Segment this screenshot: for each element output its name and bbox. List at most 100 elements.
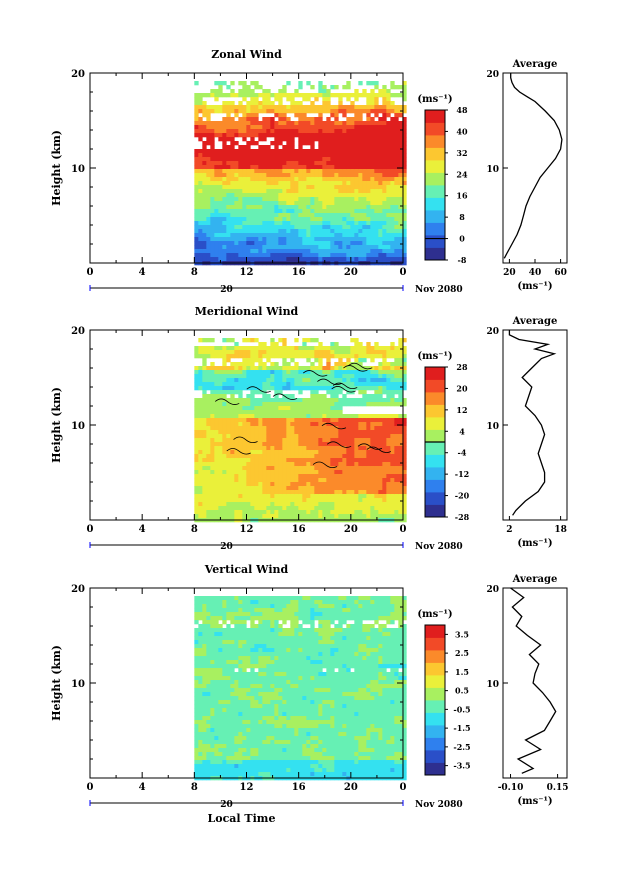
heatmap-cell: [286, 161, 290, 165]
heatmap-cell: [378, 213, 382, 217]
heatmap-cell: [298, 201, 302, 205]
heatmap-cell: [194, 414, 198, 418]
heatmap-cell: [394, 494, 398, 498]
heatmap-cell: [202, 506, 206, 510]
heatmap-cell: [382, 354, 386, 358]
heatmap-cell: [386, 498, 390, 502]
heatmap-cell: [210, 165, 214, 169]
heatmap-cell: [270, 245, 274, 249]
heatmap-cell: [306, 117, 310, 121]
heatmap-cell: [318, 137, 322, 141]
heatmap-cell: [354, 422, 358, 426]
heatmap-cell: [202, 736, 206, 740]
heatmap-cell: [394, 370, 398, 374]
heatmap-cell: [306, 169, 310, 173]
heatmap-cell: [298, 129, 302, 133]
heatmap-cell: [210, 173, 214, 177]
heatmap-cell: [366, 490, 370, 494]
heatmap-cell: [282, 494, 286, 498]
heatmap-cell: [314, 502, 318, 506]
average-y-tick-label: 20: [486, 70, 499, 80]
heatmap-cell: [230, 125, 234, 129]
heatmap-cell: [198, 221, 202, 225]
heatmap-cell: [206, 474, 210, 478]
heatmap-cell: [290, 141, 294, 145]
heatmap-cell: [398, 209, 402, 213]
heatmap-cell: [206, 338, 210, 342]
heatmap-cell: [318, 197, 322, 201]
heatmap-cell: [270, 446, 274, 450]
heatmap-cell: [210, 233, 214, 237]
heatmap-cell: [394, 221, 398, 225]
heatmap-cell: [210, 137, 214, 141]
heatmap-cell: [274, 466, 278, 470]
heatmap-cell: [378, 486, 382, 490]
heatmap-cell: [306, 221, 310, 225]
heatmap-cell: [378, 498, 382, 502]
heatmap-cell: [350, 482, 354, 486]
heatmap-cell: [366, 257, 370, 261]
heatmap-cell: [262, 201, 266, 205]
heatmap-cell: [214, 644, 218, 648]
heatmap-cell: [214, 426, 218, 430]
heatmap-cell: [318, 350, 322, 354]
heatmap-cell: [202, 185, 206, 189]
heatmap-cell: [258, 490, 262, 494]
heatmap-cell: [214, 486, 218, 490]
heatmap-cell: [198, 406, 202, 410]
heatmap-cell: [202, 229, 206, 233]
heatmap-cell: [222, 161, 226, 165]
heatmap-cell: [230, 426, 234, 430]
heatmap-cell: [246, 233, 250, 237]
heatmap-cell: [302, 422, 306, 426]
heatmap-cell: [318, 201, 322, 205]
heatmap-cell: [338, 462, 342, 466]
x-tick-label: 16: [292, 267, 306, 278]
heatmap-cell: [210, 241, 214, 245]
heatmap-cell: [234, 221, 238, 225]
heatmap-cell: [202, 752, 206, 756]
heatmap-cell: [194, 454, 198, 458]
heatmap-cell: [290, 249, 294, 253]
heatmap-cell: [382, 241, 386, 245]
heatmap-cell: [198, 450, 202, 454]
heatmap-cell: [214, 209, 218, 213]
heatmap-cell: [366, 378, 370, 382]
heatmap-cell: [262, 442, 266, 446]
heatmap-cell: [198, 253, 202, 257]
heatmap-cell: [278, 490, 282, 494]
heatmap-cell: [342, 249, 346, 253]
heatmap-cell: [338, 486, 342, 490]
heatmap-cell: [266, 406, 270, 410]
heatmap-cell: [198, 624, 202, 628]
heatmap-cell: [346, 398, 350, 402]
heatmap-cell: [194, 105, 198, 109]
heatmap-cell: [358, 398, 362, 402]
heatmap-cell: [306, 350, 310, 354]
heatmap-cell: [258, 506, 262, 510]
heatmap-cell: [362, 205, 366, 209]
heatmap-cell: [338, 141, 342, 145]
heatmap-cell: [366, 418, 370, 422]
heatmap-cell: [386, 89, 390, 93]
heatmap-cell: [270, 386, 274, 390]
heatmap-cell: [274, 133, 278, 137]
heatmap-cell: [218, 185, 222, 189]
heatmap-cell: [246, 338, 250, 342]
heatmap-cell: [334, 189, 338, 193]
heatmap-cell: [290, 494, 294, 498]
heatmap-cell: [262, 414, 266, 418]
heatmap-cell: [398, 514, 402, 518]
heatmap-cell: [210, 253, 214, 257]
heatmap-cell: [290, 402, 294, 406]
heatmap-cell: [210, 478, 214, 482]
heatmap-cell: [358, 354, 362, 358]
heatmap-cell: [306, 165, 310, 169]
heatmap-cell: [370, 173, 374, 177]
heatmap-cell: [266, 245, 270, 249]
y-tick-label: 10: [71, 421, 85, 432]
heatmap-cell: [370, 358, 374, 362]
heatmap-cell: [378, 502, 382, 506]
heatmap-cell: [278, 482, 282, 486]
heatmap-cell: [326, 386, 330, 390]
